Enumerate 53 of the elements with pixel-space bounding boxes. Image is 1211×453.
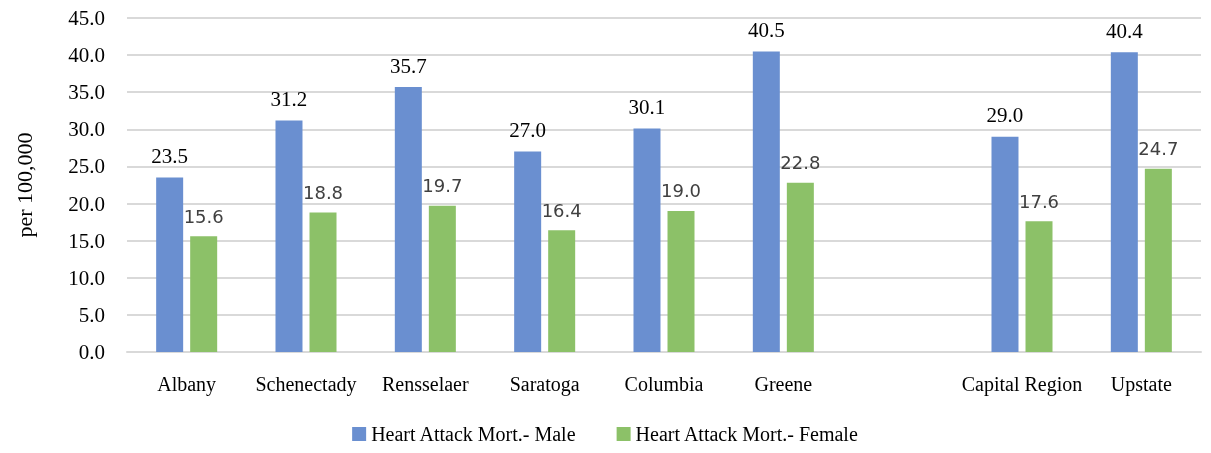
data-label: 23.5 [151, 144, 189, 169]
data-label: 31.2 [270, 86, 308, 111]
data-label: 40.4 [1105, 18, 1144, 43]
bar [633, 128, 661, 352]
bar [428, 205, 456, 352]
data-label: 27.0 [509, 118, 547, 143]
y-tick-label: 10.0 [68, 265, 105, 290]
x-tick-label: Saratoga [509, 373, 580, 396]
data-label: 16.4 [541, 199, 582, 221]
y-tick-label: 20.0 [68, 191, 105, 216]
bar [1110, 52, 1138, 352]
bar [548, 230, 576, 352]
bar [991, 136, 1019, 352]
data-label: 29.0 [986, 103, 1024, 128]
bar [156, 177, 184, 352]
bar [667, 210, 695, 352]
data-label: 19.0 [660, 180, 702, 202]
x-tick-label: Columbia [624, 373, 704, 395]
bar [309, 212, 337, 352]
data-label: 24.7 [1138, 138, 1179, 160]
y-tick-label: 35.0 [68, 80, 105, 105]
data-label: 18.8 [302, 181, 344, 203]
data-label: 15.6 [183, 205, 224, 227]
y-tick-label: 15.0 [68, 228, 105, 253]
data-label: 19.7 [422, 175, 463, 197]
bar [1025, 221, 1053, 352]
data-label: 30.1 [628, 95, 666, 120]
y-tick-label: 5.0 [78, 302, 105, 327]
y-axis-title: per 100,000 [11, 132, 37, 238]
y-tick-label: 40.0 [68, 43, 105, 68]
bar [394, 87, 422, 352]
bar [190, 236, 218, 352]
bar [1144, 168, 1172, 352]
bar [752, 51, 780, 352]
x-tick-label: Albany [157, 373, 217, 396]
x-tick-label: Capital Region [961, 373, 1083, 396]
bar [275, 120, 303, 352]
data-label: 40.5 [747, 17, 785, 42]
data-label: 17.6 [1018, 190, 1060, 212]
legend-label: Heart Attack Mort.- Male [371, 423, 576, 445]
y-tick-label: 0.0 [78, 340, 105, 364]
y-tick-label: 25.0 [68, 154, 105, 179]
bar [786, 182, 814, 352]
x-tick-label: Rensselaer [382, 373, 469, 395]
x-tick-label: Schenectady [255, 373, 357, 396]
x-tick-label: Greene [754, 373, 813, 395]
bar [514, 151, 542, 352]
y-tick-label: 45.0 [68, 6, 105, 30]
y-tick-label: 30.0 [68, 117, 105, 142]
legend-label: Heart Attack Mort.- Female [635, 423, 858, 445]
data-label: 22.8 [780, 152, 821, 174]
x-tick-label: Upstate [1110, 373, 1172, 396]
data-label: 35.7 [389, 53, 427, 78]
